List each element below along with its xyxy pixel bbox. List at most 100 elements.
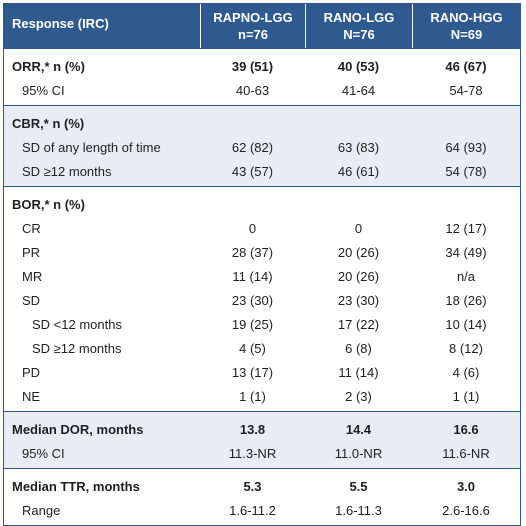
row-value: 0: [248, 220, 257, 236]
table-row: MR 11 (14) 20 (26) n/a: [4, 264, 520, 288]
row-value: 40 (53): [337, 58, 380, 74]
row-value: 1 (1): [239, 388, 266, 404]
row-value: 3.0: [456, 478, 476, 494]
row-value: 10 (14): [445, 316, 487, 332]
row-label: SD <12 months: [32, 316, 122, 332]
table-row: SD ≥12 months 4 (5) 6 (8) 8 (12): [4, 336, 520, 360]
row-value: n/a: [456, 268, 476, 284]
row-value: 5.3: [243, 478, 262, 494]
table-section: ORR,* n (%) 39 (51) 40 (53) 46 (67) 95% CI 40…: [4, 48, 520, 105]
table-row: SD ≥12 months 43 (57) 46 (61) 54 (78): [4, 159, 520, 183]
row-label: Median TTR, months: [12, 478, 140, 494]
row-label: MR: [22, 268, 43, 284]
row-value: 34 (49): [445, 244, 487, 260]
table-row: PR 28 (37) 20 (26) 34 (49): [4, 240, 520, 264]
table-row: ORR,* n (%) 39 (51) 40 (53) 46 (67): [4, 54, 520, 78]
header-rapno-lgg-title: RAPNO-LGG: [213, 10, 293, 25]
row-value: 13.8: [239, 421, 266, 437]
table-row: PD 13 (17) 11 (14) 4 (6): [4, 360, 520, 384]
row-value: 1.6-11.2: [229, 502, 276, 518]
table-row: SD 23 (30) 23 (30) 18 (26): [4, 288, 520, 312]
table-row: CR 0 0 12 (17): [4, 216, 520, 240]
row-value: 4 (6): [452, 364, 480, 380]
response-table: Response (IRC) RAPNO-LGG n=76 RANO-LGG N…: [3, 3, 521, 526]
row-value: 46 (67): [445, 58, 487, 74]
row-value: 19 (25): [231, 316, 274, 332]
row-label: SD: [22, 292, 41, 308]
row-value: 5.5: [349, 478, 368, 494]
row-value: 39 (51): [231, 58, 274, 74]
row-value: 63 (83): [337, 139, 380, 155]
table-row: 95% CI 40-63 41-64 54-78: [4, 78, 520, 102]
row-value: 54 (78): [445, 163, 487, 179]
row-value: 11.0-NR: [334, 445, 383, 461]
row-value: 43 (57): [231, 163, 274, 179]
table-row: SD <12 months 19 (25) 17 (22) 10 (14): [4, 312, 520, 336]
row-value: 11.3-NR: [228, 445, 277, 461]
header-rapno-lgg-n: n=76: [238, 27, 268, 42]
row-label: CR: [22, 220, 41, 236]
row-value: 20 (26): [337, 244, 380, 260]
table-row: NE 1 (1) 2 (3) 1 (1): [4, 384, 520, 408]
row-label: Range: [22, 502, 61, 518]
row-value: 46 (61): [337, 163, 380, 179]
row-value: 17 (22): [337, 316, 380, 332]
row-label: Median DOR, months: [12, 421, 144, 437]
header-rano-hgg-title: RANO-HGG: [430, 10, 503, 25]
table-row: 95% CI 11.3-NR 11.0-NR 11.6-NR: [4, 441, 520, 465]
row-label: SD ≥12 months: [32, 340, 122, 356]
header-rano-lgg-n: N=76: [343, 27, 375, 42]
row-label: PD: [22, 364, 41, 380]
row-value: 1.6-11.3: [335, 502, 382, 518]
row-value: 11 (14): [232, 268, 273, 284]
row-label: 95% CI: [22, 445, 65, 461]
row-value: 18 (26): [445, 292, 487, 308]
row-label: CBR,* n (%): [12, 115, 85, 131]
header-rano-hgg: RANO-HGG N=69: [412, 4, 520, 48]
table-row: CBR,* n (%): [4, 111, 520, 135]
row-value: 2 (3): [345, 388, 372, 404]
row-label: SD of any length of time: [22, 139, 161, 155]
row-value: 0: [354, 220, 363, 236]
row-value: 28 (37): [231, 244, 274, 260]
row-value: 1 (1): [452, 388, 480, 404]
row-value: 23 (30): [231, 292, 274, 308]
header-response: Response (IRC): [4, 4, 200, 48]
row-value: 13 (17): [231, 364, 274, 380]
row-label: PR: [22, 244, 41, 260]
header-rano-lgg: RANO-LGG N=76: [305, 4, 412, 48]
table-row: SD of any length of time 62 (82) 63 (83) 64…: [4, 135, 520, 159]
row-label: BOR,* n (%): [12, 196, 85, 212]
row-value: 62 (82): [231, 139, 274, 155]
header-rano-lgg-title: RANO-LGG: [323, 10, 395, 25]
row-value: 23 (30): [337, 292, 380, 308]
header-rano-hgg-n: N=69: [450, 27, 483, 42]
row-label: 95% CI: [22, 82, 65, 98]
table-row: Median DOR, months 13.8 14.4 16.6: [4, 417, 520, 441]
row-label: SD ≥12 months: [22, 163, 112, 179]
row-label: ORR,* n (%): [12, 58, 85, 74]
table-row: Median TTR, months 5.3 5.5 3.0: [4, 474, 520, 498]
row-value: 6 (8): [345, 340, 372, 356]
row-value: 20 (26): [337, 268, 380, 284]
table-section: BOR,* n (%) CR 0 0 12 (17) PR 28 (37) 20 (26) 34…: [4, 186, 520, 411]
header-response-label: Response (IRC): [12, 16, 109, 31]
table-section: CBR,* n (%) SD of any length of time 62 (8…: [4, 105, 520, 186]
row-value: 11.6-NR: [442, 445, 490, 461]
table-row: Range 1.6-11.2 1.6-11.3 2.6-16.6: [4, 498, 520, 522]
row-value: 40-63: [235, 82, 270, 98]
table-body: ORR,* n (%) 39 (51) 40 (53) 46 (67) 95% CI 40…: [4, 48, 520, 525]
row-value: 41-64: [341, 82, 376, 98]
row-value: 8 (12): [449, 340, 483, 356]
row-value: 4 (5): [239, 340, 266, 356]
table-section: Median TTR, months 5.3 5.5 3.0 Range 1.6-11.2…: [4, 468, 520, 525]
table-row: BOR,* n (%): [4, 192, 520, 216]
row-label: NE: [22, 388, 41, 404]
row-value: 12 (17): [445, 220, 487, 236]
row-value: 16.6: [453, 421, 479, 437]
row-value: 54-78: [449, 82, 483, 98]
table-section: Median DOR, months 13.8 14.4 16.6 95% CI 11.3…: [4, 411, 520, 468]
row-value: 11 (14): [338, 364, 379, 380]
row-value: 64 (93): [445, 139, 487, 155]
header-rapno-lgg: RAPNO-LGG n=76: [200, 4, 305, 48]
